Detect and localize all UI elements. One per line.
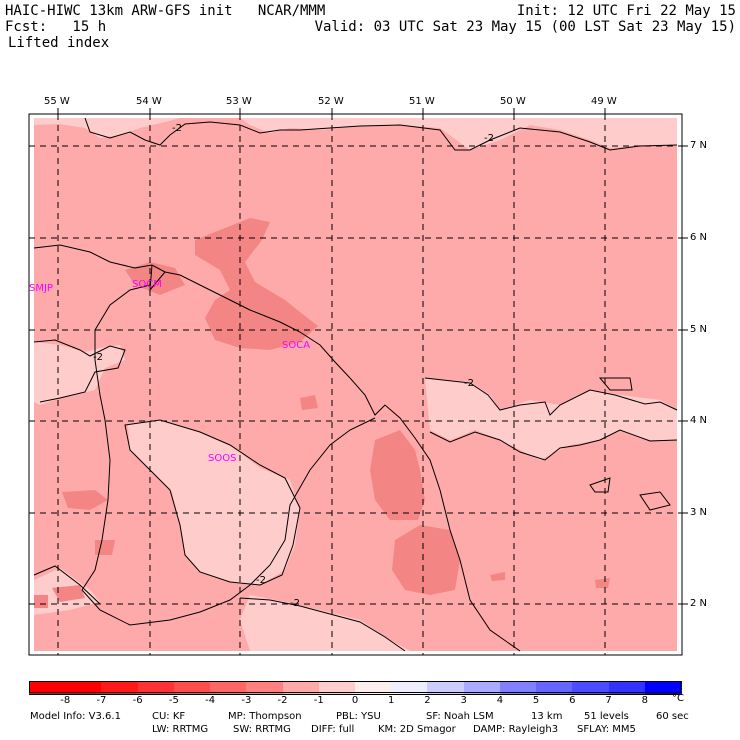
- footer-resolution: 13 km: [531, 711, 563, 722]
- lat-label: 2 N: [690, 598, 708, 609]
- init-time: Init: 12 UTC Fri 22 May 15: [516, 3, 736, 19]
- colorbar-unit: °C: [672, 693, 684, 704]
- dark-region-dot-3: [595, 578, 610, 588]
- contour-label: -2: [290, 598, 300, 609]
- footer-km: KM: 2D Smagor: [378, 724, 456, 735]
- contour-label: -2: [256, 575, 266, 586]
- dark-regions: [34, 218, 610, 608]
- light-region-bottom: [240, 595, 410, 651]
- contour-lines: [33, 117, 678, 652]
- light-region-top-left: [34, 118, 180, 138]
- footer-timestep: 60 sec: [656, 711, 689, 722]
- colorbar-label: -2: [277, 695, 288, 706]
- ticks: [57, 108, 688, 605]
- dark-region-sw-small: [52, 585, 85, 602]
- lat-label: 3 N: [690, 507, 708, 518]
- colorbar-frame: [29, 681, 681, 693]
- footer-cu: CU: KF: [152, 711, 186, 722]
- footer-sf: SF: Noah LSM: [426, 711, 494, 722]
- dark-region-tiny: [95, 540, 115, 555]
- lat-label: 5 N: [690, 324, 708, 335]
- light-regions: [34, 118, 677, 651]
- footer-mp: MP: Thompson: [228, 711, 302, 722]
- light-region-south: [128, 420, 300, 585]
- colorbar-label: 0: [351, 695, 359, 706]
- footer-lw: LW: RRTMG: [152, 724, 209, 735]
- valid-time: Valid: 03 UTC Sat 23 May 15 (00 LST Sat …: [314, 19, 736, 35]
- light-region-top: [240, 118, 677, 150]
- colorbar-label: 1: [388, 695, 395, 706]
- lon-label: 50 W: [500, 96, 526, 107]
- lon-label: 54 W: [136, 96, 162, 107]
- lat-label: 7 N: [690, 140, 708, 151]
- footer-diff: DIFF: full: [311, 724, 355, 735]
- dark-region-socm: [125, 262, 185, 295]
- colorbar-label: -5: [168, 695, 179, 706]
- station-label: SMJP: [29, 283, 53, 294]
- station-label: SOCA: [282, 340, 311, 351]
- footer-damp: DAMP: Rayleigh3: [473, 724, 559, 735]
- lon-label: 51 W: [409, 96, 435, 107]
- colorbar-label: -1: [313, 695, 324, 706]
- dark-region-east: [370, 430, 425, 520]
- colorbar-label: 8: [641, 695, 648, 706]
- colorbar-label: 2: [424, 695, 431, 706]
- lon-label: 52 W: [318, 96, 344, 107]
- lat-label: 6 N: [690, 232, 708, 243]
- colorbar-label: 3: [460, 695, 467, 706]
- dark-region-south-east: [392, 525, 460, 595]
- forecast-hour: Fcst: 15 h: [5, 19, 107, 35]
- dark-region-central: [195, 218, 318, 350]
- colorbar-label: 5: [532, 695, 540, 706]
- dark-region-dot-2: [490, 572, 505, 581]
- lon-label: 49 W: [591, 96, 617, 107]
- footer-levels: 51 levels: [584, 711, 629, 722]
- colorbar-label: -7: [96, 695, 107, 706]
- light-region-east: [425, 378, 677, 460]
- lon-label: 53 W: [226, 96, 252, 107]
- light-region-west: [34, 342, 125, 405]
- colorbar-label: 7: [605, 695, 612, 706]
- light-region-se-faint: [445, 495, 677, 580]
- contour-label: -2: [464, 378, 474, 389]
- colorbar-label: -3: [241, 695, 252, 706]
- lifted-index-map: [28, 108, 688, 656]
- dark-region-dot: [300, 395, 318, 410]
- dark-region-west-small: [62, 490, 108, 510]
- contour-label: -2: [484, 133, 494, 144]
- footer-model-info: Model Info: V3.6.1: [30, 711, 121, 722]
- field-name: Lifted index: [8, 35, 110, 51]
- footer-sflay: SFLAY: MM5: [577, 724, 636, 735]
- footer-pbl: PBL: YSU: [336, 711, 381, 722]
- lat-label: 4 N: [690, 415, 708, 426]
- contour-label: -2: [172, 123, 182, 134]
- footer-sw: SW: RRTMG: [233, 724, 291, 735]
- station-label: SOCM: [132, 279, 162, 290]
- plot-title: HAIC-HIWC 13km ARW-GFS init NCAR/MMM: [5, 3, 326, 19]
- lat-lon-grid: [29, 114, 682, 655]
- colorbar-label: -8: [60, 695, 71, 706]
- colorbar-label: 6: [569, 695, 576, 706]
- colorbar-label: -4: [205, 695, 216, 706]
- colorbar-label: 4: [496, 695, 504, 706]
- dark-region-edge: [34, 595, 48, 608]
- lon-label: 55 W: [44, 96, 70, 107]
- colorbar-label: -6: [132, 695, 143, 706]
- station-label: SOOS: [208, 453, 237, 464]
- contour-label: -2: [93, 352, 103, 363]
